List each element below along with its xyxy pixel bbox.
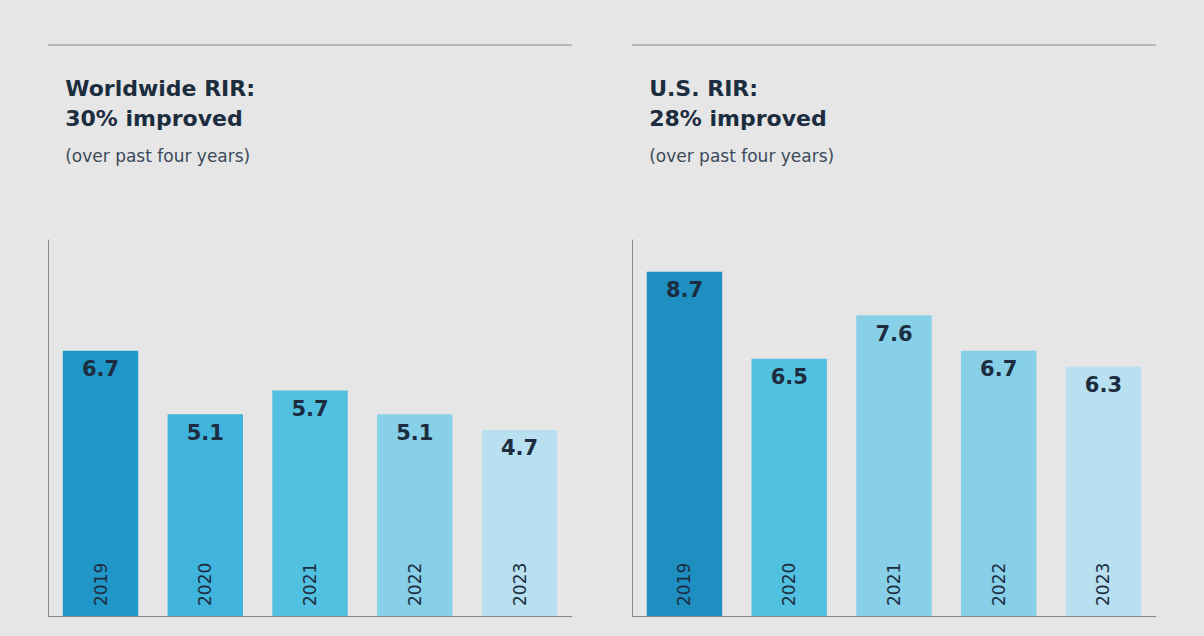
svg-text:7.6: 7.6: [875, 322, 912, 346]
svg-text:5.1: 5.1: [187, 421, 224, 445]
svg-text:8.7: 8.7: [666, 278, 703, 302]
svg-text:2019: 2019: [674, 563, 694, 606]
svg-text:Worldwide RIR:: Worldwide RIR:: [65, 76, 255, 101]
svg-text:6.3: 6.3: [1085, 373, 1122, 397]
svg-text:6.5: 6.5: [771, 365, 808, 389]
svg-text:2022: 2022: [989, 563, 1009, 606]
svg-text:U.S. RIR:: U.S. RIR:: [649, 76, 758, 101]
svg-text:6.7: 6.7: [82, 357, 119, 381]
svg-text:2021: 2021: [300, 563, 320, 606]
svg-text:5.1: 5.1: [396, 421, 433, 445]
svg-text:(over past four years): (over past four years): [649, 146, 834, 166]
svg-text:2020: 2020: [779, 563, 799, 606]
svg-text:30% improved: 30% improved: [65, 106, 243, 131]
svg-text:2020: 2020: [195, 563, 215, 606]
svg-text:2023: 2023: [510, 563, 530, 606]
svg-text:6.7: 6.7: [980, 357, 1017, 381]
svg-text:4.7: 4.7: [501, 436, 538, 460]
svg-text:5.7: 5.7: [291, 397, 328, 421]
svg-text:2023: 2023: [1093, 563, 1113, 606]
svg-text:(over past four years): (over past four years): [65, 146, 250, 166]
svg-text:28% improved: 28% improved: [649, 106, 827, 131]
svg-text:2019: 2019: [91, 563, 111, 606]
svg-text:2022: 2022: [405, 563, 425, 606]
svg-text:2021: 2021: [884, 563, 904, 606]
